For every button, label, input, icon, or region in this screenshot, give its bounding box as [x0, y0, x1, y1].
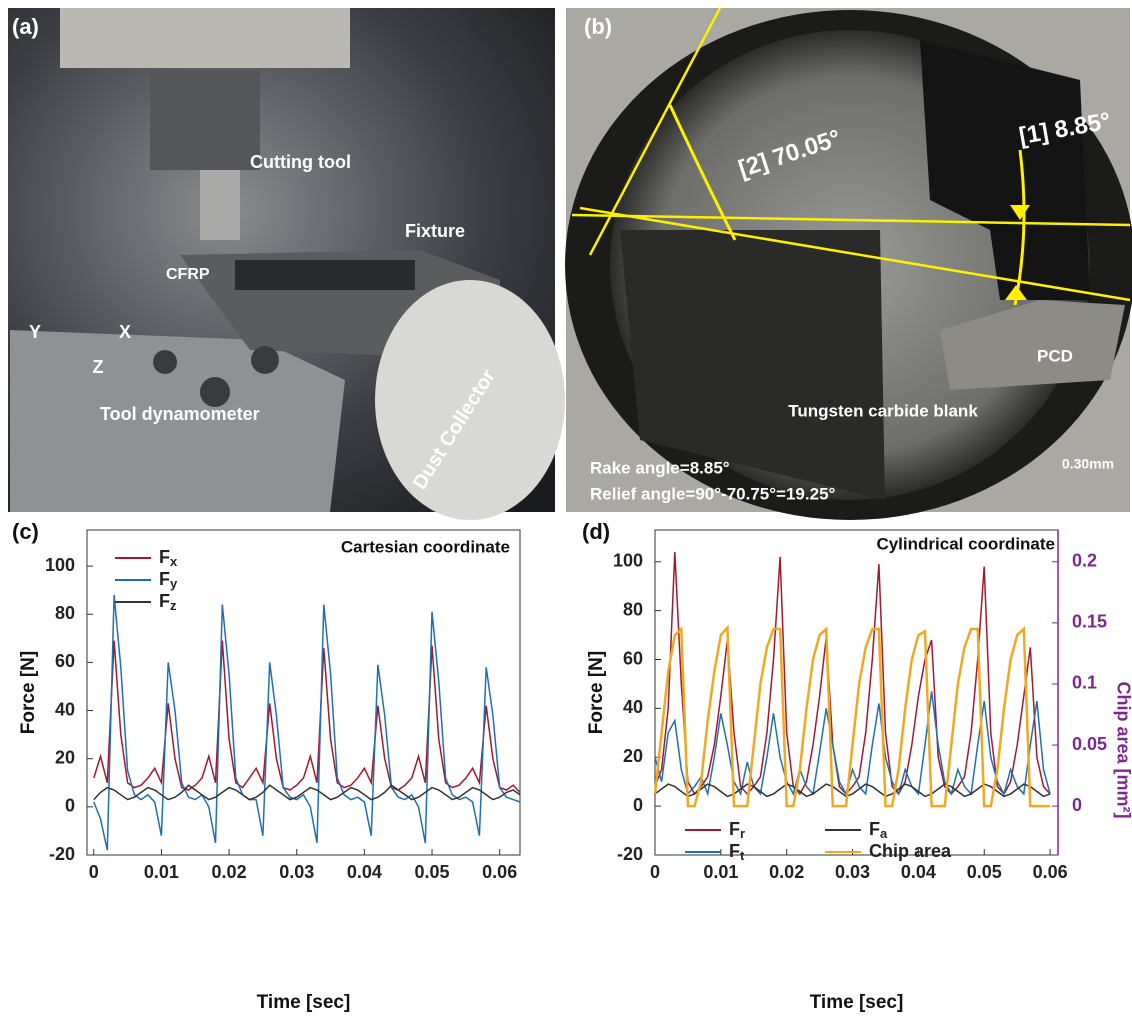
x-tick-label: 0.02 — [769, 862, 804, 882]
panel-label: (a) — [12, 14, 39, 39]
y-tick-label: 20 — [623, 746, 643, 766]
photo-annotation: Tungsten carbide blank — [788, 401, 978, 420]
y-tick-label: 100 — [45, 555, 75, 575]
chart-annotation: Cartesian coordinate — [341, 537, 510, 556]
y-tick-label: -20 — [617, 844, 643, 864]
y-tick-label: 80 — [623, 599, 643, 619]
y2-tick-label: 0.05 — [1072, 734, 1107, 754]
x-tick-label: 0.01 — [703, 862, 738, 882]
y2-tick-label: 0.2 — [1072, 551, 1097, 571]
x-tick-label: 0.04 — [901, 862, 936, 882]
photo-annotation: 0.30mm — [1062, 456, 1114, 472]
y-tick-label: 60 — [55, 651, 75, 671]
data-line — [93, 784, 521, 801]
photo-annotation: X — [119, 322, 131, 342]
legend-label: Ft — [729, 841, 745, 864]
y-tick-label: 20 — [55, 747, 75, 767]
legend-label: Chip area — [869, 841, 952, 861]
chart-annotation: Cylindrical coordinate — [876, 534, 1055, 553]
data-line — [653, 624, 1051, 808]
photo-annotation: Relief angle=90°-70.75°=19.25° — [590, 484, 836, 503]
x-tick-label: 0.01 — [144, 862, 179, 882]
x-tick-label: 0.03 — [835, 862, 870, 882]
x-tick-label: 0 — [650, 862, 660, 882]
y2-tick-label: 0 — [1072, 795, 1082, 815]
photo-annotation: Rake angle=8.85° — [590, 458, 730, 477]
x-tick-label: 0.06 — [1033, 862, 1068, 882]
x-tick-label: 0.06 — [482, 862, 517, 882]
panel-label: (d) — [582, 519, 610, 544]
photo-a — [8, 8, 565, 520]
x-tick-label: 0.03 — [279, 862, 314, 882]
photo-annotation: PCD — [1037, 346, 1073, 365]
photo-annotation: Cutting tool — [250, 152, 351, 172]
panel-label: (b) — [584, 14, 612, 39]
legend-label: Fa — [869, 819, 888, 842]
legend-label: Fy — [159, 569, 178, 592]
y2-tick-label: 0.1 — [1072, 673, 1097, 693]
y-tick-label: 40 — [55, 699, 75, 719]
y-tick-label: 0 — [633, 795, 643, 815]
y2-tick-label: 0.15 — [1072, 612, 1107, 632]
y-tick-label: 60 — [623, 648, 643, 668]
data-line — [654, 551, 1051, 796]
legend-label: Fx — [159, 547, 178, 570]
y-tick-label: -20 — [49, 844, 75, 864]
photo-annotation: Fixture — [405, 221, 465, 241]
x-tick-label: 0.04 — [347, 862, 382, 882]
x-axis-label: Time [sec] — [810, 992, 904, 1013]
x-tick-label: 0 — [89, 862, 99, 882]
y-axis-label: Force [N] — [586, 651, 607, 734]
photo-annotation: Z — [93, 357, 104, 377]
x-axis-label: Time [sec] — [257, 992, 351, 1013]
photo-annotation: Tool dynamometer — [100, 404, 260, 424]
y-tick-label: 0 — [65, 796, 75, 816]
y-axis-label: Force [N] — [18, 651, 39, 734]
panel-label: (c) — [12, 519, 39, 544]
legend-label: Fr — [729, 819, 745, 842]
y2-axis-label: Chip area [mm²] — [1113, 681, 1132, 818]
data-line — [654, 691, 1051, 797]
chart-c — [86, 529, 521, 856]
x-tick-label: 0.02 — [212, 862, 247, 882]
photo-annotation: CFRP — [166, 266, 210, 283]
y-tick-label: 80 — [55, 603, 75, 623]
y-tick-label: 40 — [623, 697, 643, 717]
photo-b — [565, 7, 1132, 520]
x-tick-label: 0.05 — [967, 862, 1002, 882]
photo-annotation: Y — [29, 322, 41, 342]
data-line — [93, 594, 521, 851]
y-tick-label: 100 — [613, 551, 643, 571]
x-tick-label: 0.05 — [415, 862, 450, 882]
legend-label: Fz — [159, 591, 177, 614]
chart-d — [654, 529, 1059, 856]
